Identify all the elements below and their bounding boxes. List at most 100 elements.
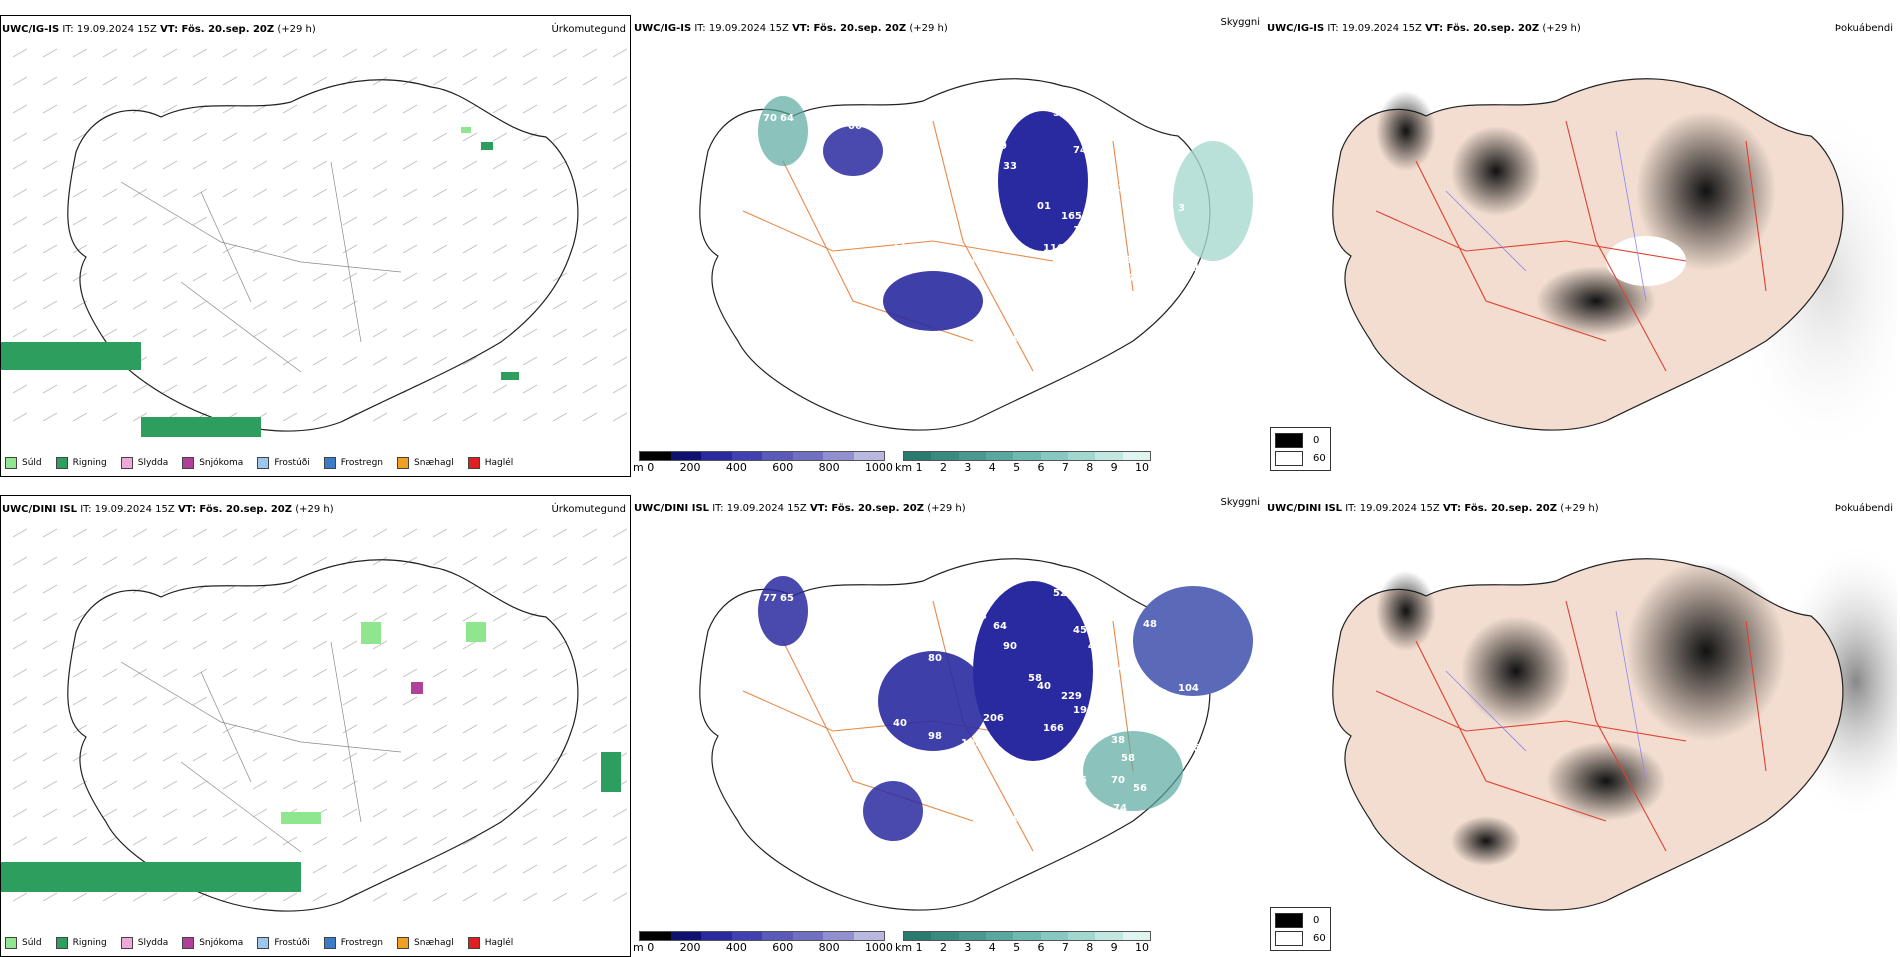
wind-barb [192, 612, 208, 622]
wind-barb [522, 640, 538, 650]
wind-barb [12, 244, 28, 254]
wind-barb [402, 836, 418, 846]
wind-barb [282, 528, 298, 538]
wind-barb [402, 188, 418, 198]
wind-barb [132, 300, 148, 310]
wind-barb [132, 612, 148, 622]
wind-barb [162, 328, 178, 338]
wind-barb [12, 48, 28, 58]
wind-barb [462, 384, 478, 394]
wind-barb [582, 76, 598, 86]
wind-barb [372, 864, 388, 874]
wind-barb [132, 412, 148, 422]
wind-barb [102, 48, 118, 58]
fog-legend: 0 60 [1270, 427, 1331, 471]
wind-barb [42, 724, 58, 734]
wind-barb [342, 612, 358, 622]
panel-header: UWC/IG-IS IT: 19.09.2024 15Z VT: Fös. 20… [1267, 23, 1581, 34]
wind-barb [162, 356, 178, 366]
wind-barb [312, 328, 328, 338]
wind-barb [132, 836, 148, 846]
wind-barb [402, 696, 418, 706]
wind-barb [102, 76, 118, 86]
wind-barb [102, 752, 118, 762]
wind-barb [42, 104, 58, 114]
wind-barb [42, 76, 58, 86]
wind-barb [42, 752, 58, 762]
wind-barb [252, 300, 268, 310]
wind-barb [612, 612, 628, 622]
wind-barb [252, 216, 268, 226]
wind-barb [252, 104, 268, 114]
wind-barb [402, 584, 418, 594]
wind-barb [372, 724, 388, 734]
wind-barb [282, 300, 298, 310]
wind-barb [522, 668, 538, 678]
wind-barb [372, 808, 388, 818]
wind-barb [42, 216, 58, 226]
wind-barb [42, 892, 58, 902]
wind-barb [192, 272, 208, 282]
wind-barb [42, 612, 58, 622]
wind-barb [552, 48, 568, 58]
wind-barb [582, 808, 598, 818]
wind-barb [132, 640, 148, 650]
wind-barb [612, 132, 628, 142]
wind-barb [162, 584, 178, 594]
wind-barb [312, 356, 328, 366]
cloud-height-label: 45 [1073, 625, 1087, 636]
wind-barb [342, 188, 358, 198]
wind-barb [312, 104, 328, 114]
wind-barb [552, 864, 568, 874]
wind-barb [522, 328, 538, 338]
height-ticks: m 0 200 400 600 800 1000 [633, 941, 893, 954]
wind-barb [102, 668, 118, 678]
wind-barb [102, 412, 118, 422]
cloud-height-label: 56 [1133, 783, 1147, 794]
wind-barb [402, 752, 418, 762]
wind-barb [312, 640, 328, 650]
wind-barb [102, 780, 118, 790]
wind-barb [462, 76, 478, 86]
wind-barb [132, 752, 148, 762]
wind-barb [612, 640, 628, 650]
wind-barb [312, 272, 328, 282]
wind-barb [552, 300, 568, 310]
wind-barb [582, 640, 598, 650]
wind-barb [522, 584, 538, 594]
wind-barb [12, 528, 28, 538]
wind-barb [492, 668, 508, 678]
wind-barb [552, 892, 568, 902]
wind-barb [372, 244, 388, 254]
wind-barb [12, 556, 28, 566]
wind-barb [582, 892, 598, 902]
wind-barb [552, 584, 568, 594]
cloud-height-label: 40 [1037, 681, 1051, 692]
wind-barb [192, 384, 208, 394]
wind-barb [522, 356, 538, 366]
wind-barb [252, 808, 268, 818]
wind-barb [222, 556, 238, 566]
wind-barb [102, 892, 118, 902]
cloud-height-label: 206 [983, 713, 1004, 724]
wind-barb [312, 724, 328, 734]
wind-barb [582, 328, 598, 338]
wind-barb [102, 104, 118, 114]
wind-barb [402, 160, 418, 170]
wind-barb [462, 104, 478, 114]
wind-barb [582, 188, 598, 198]
wind-barb [612, 216, 628, 226]
wind-barb [282, 244, 298, 254]
wind-barb [372, 696, 388, 706]
wind-barb [252, 640, 268, 650]
wind-barb [72, 244, 88, 254]
wind-barb [12, 272, 28, 282]
wind-barb [522, 384, 538, 394]
wind-barb [252, 76, 268, 86]
wind-barb [192, 76, 208, 86]
wind-barb [12, 724, 28, 734]
cloud-height-label: 104 [1178, 683, 1199, 694]
wind-barb [12, 612, 28, 622]
cloud-height-label: 226 [1093, 231, 1114, 242]
wind-barb [612, 104, 628, 114]
